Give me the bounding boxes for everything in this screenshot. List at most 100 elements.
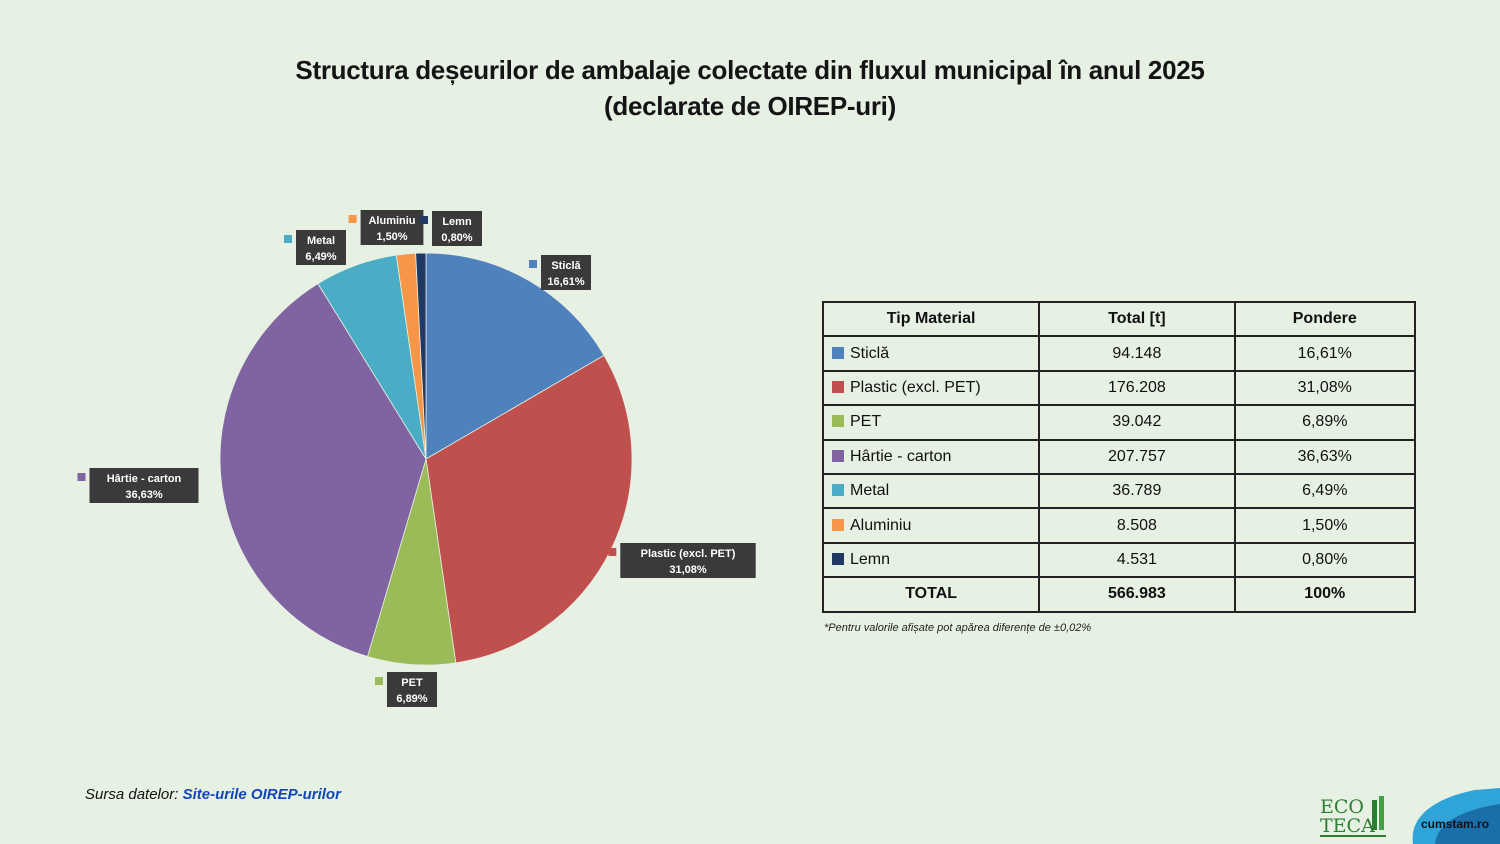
data-label-5: Aluminiu 1,50% <box>348 210 424 245</box>
cell-material: Aluminiu <box>821 507 1041 544</box>
data-label-1: Plastic (excl. PET) 31,08% <box>608 543 756 578</box>
data-label-swatch <box>284 235 292 243</box>
data-label-box <box>89 468 199 503</box>
data-label-swatch <box>77 473 86 481</box>
data-label-value: 16,61% <box>547 276 585 288</box>
table-row: PET 39.042 6,89% <box>821 404 1417 441</box>
material-name: Hârtie - carton <box>850 447 952 465</box>
cell-total: 176.208 <box>1038 369 1236 407</box>
cumstam-shape-dark <box>1435 804 1500 844</box>
table-total-row: TOTAL 566.983 100% <box>821 576 1417 613</box>
cell-pondere: 36,63% <box>1233 438 1417 475</box>
data-label-value: 6,49% <box>305 251 336 263</box>
cell-total: 36.789 <box>1038 472 1236 510</box>
total-value: 566.983 <box>1038 576 1236 613</box>
total-label: TOTAL <box>821 576 1041 613</box>
cell-material: PET <box>821 404 1041 441</box>
title-line-1: Structura deșeurilor de ambalaje colecta… <box>295 55 1205 85</box>
book-icon-2 <box>1379 796 1384 830</box>
data-label-3: Hârtie - carton 36,63% <box>77 468 199 503</box>
data-label-swatch <box>608 548 617 556</box>
shelf-line <box>1320 835 1386 837</box>
legend-swatch <box>832 552 844 565</box>
cell-pondere: 31,08% <box>1233 369 1417 407</box>
material-name: Metal <box>850 482 890 500</box>
data-label-box <box>387 672 437 707</box>
table-row: Hârtie - carton 207.757 36,63% <box>821 438 1417 475</box>
data-label-box <box>360 210 424 245</box>
cell-total: 94.148 <box>1038 335 1236 372</box>
pie-slice-6 <box>415 252 427 460</box>
ecoteca-logo-line1: ECO <box>1320 796 1364 818</box>
source-link[interactable]: Site-urile OIREP-urilor <box>182 786 341 803</box>
source-note: Sursa datelor: Site-urile OIREP-urilor <box>85 786 341 803</box>
cell-pondere: 16,61% <box>1233 335 1417 372</box>
cell-pondere: 0,80% <box>1233 541 1417 579</box>
cell-total: 4.531 <box>1038 541 1236 579</box>
cell-total: 39.042 <box>1038 404 1236 441</box>
data-label-4: Metal 6,49% <box>284 230 346 265</box>
cell-pondere: 6,49% <box>1233 472 1417 510</box>
legend-swatch <box>832 484 844 497</box>
cell-total: 8.508 <box>1038 507 1236 544</box>
data-label-value: 1,50% <box>376 231 407 243</box>
data-label-category: Hârtie - carton <box>107 473 182 485</box>
data-label-category: Sticlă <box>551 260 581 272</box>
cell-pondere: 6,89% <box>1233 404 1417 441</box>
cell-total: 207.757 <box>1038 438 1236 475</box>
table-row: Plastic (excl. PET) 176.208 31,08% <box>821 369 1417 407</box>
pie-chart: Sticlă 16,61% Plastic (excl. PET) 31,08% PET… <box>77 210 756 707</box>
material-name: Aluminiu <box>850 516 912 534</box>
data-label-category: Metal <box>307 235 335 247</box>
data-label-value: 31,08% <box>669 564 707 576</box>
data-label-swatch <box>420 216 428 224</box>
data-label-category: PET <box>401 677 423 689</box>
table-body: Sticlă 94.148 16,61% Plastic (excl. PET) 176… <box>821 335 1417 613</box>
pie-slice-3 <box>219 283 427 658</box>
data-label-box <box>620 543 756 578</box>
legend-swatch <box>832 380 844 393</box>
material-name: Plastic (excl. PET) <box>850 378 981 396</box>
legend-swatch <box>832 346 844 359</box>
header-material: Tip Material <box>821 300 1041 338</box>
table-row: Aluminiu 8.508 1,50% <box>821 507 1417 544</box>
data-label-value: 6,89% <box>396 693 427 705</box>
table-row: Lemn 4.531 0,80% <box>821 541 1417 579</box>
ecoteca-logo: ECO TECA <box>1320 796 1386 837</box>
data-label-value: 0,80% <box>441 232 472 244</box>
ecoteca-logo-line2: TECA <box>1320 815 1375 837</box>
cell-pondere: 1,50% <box>1233 507 1417 544</box>
cell-material: Plastic (excl. PET) <box>821 369 1041 407</box>
table-header-row: Tip Material Total [t] Pondere <box>821 300 1417 338</box>
data-label-value: 36,63% <box>125 489 163 501</box>
header-total: Total [t] <box>1038 300 1236 338</box>
data-label-swatch <box>375 677 383 685</box>
data-label-category: Aluminiu <box>368 215 415 227</box>
data-label-box <box>541 255 591 290</box>
legend-swatch <box>832 518 844 531</box>
data-label-swatch <box>348 215 357 223</box>
material-name: Sticlă <box>850 344 890 362</box>
legend-swatch <box>832 449 844 462</box>
table-row: Sticlă 94.148 16,61% <box>821 335 1417 372</box>
cumstam-logo-text: cumstam.ro <box>1421 817 1489 831</box>
cumstam-logo: cumstam.ro <box>1412 788 1500 844</box>
data-label-box <box>432 211 482 246</box>
header-pondere: Pondere <box>1233 300 1417 338</box>
material-name: PET <box>850 413 882 431</box>
table-row: Metal 36.789 6,49% <box>821 472 1417 510</box>
cell-material: Sticlă <box>821 335 1041 372</box>
data-label-category: Lemn <box>442 216 472 228</box>
data-label-0: Sticlă 16,61% <box>529 255 591 290</box>
data-label-box <box>296 230 346 265</box>
data-label-6: Lemn 0,80% <box>420 211 482 246</box>
cell-material: Metal <box>821 472 1041 510</box>
pie-slice-0 <box>425 252 605 460</box>
data-label-category: Plastic (excl. PET) <box>641 548 736 560</box>
page-title: Structura deșeurilor de ambalaje colecta… <box>0 52 1500 124</box>
material-name: Lemn <box>850 550 891 568</box>
title-line-2: (declarate de OIREP-uri) <box>604 91 896 121</box>
source-prefix: Sursa datelor: <box>85 786 183 803</box>
cell-material: Lemn <box>821 541 1041 579</box>
total-pondere: 100% <box>1233 576 1417 613</box>
